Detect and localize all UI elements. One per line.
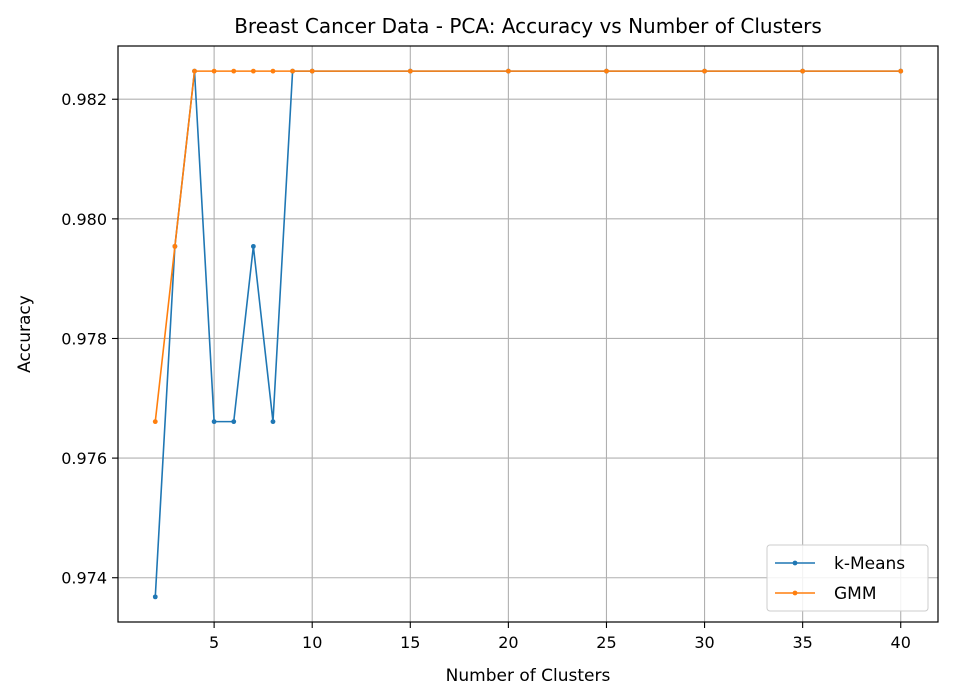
legend-label-gmm: GMM: [834, 584, 877, 604]
data-point-gmm: [192, 68, 197, 74]
y-tick-label: 0.982: [61, 90, 107, 109]
data-point-k-means: [250, 243, 256, 249]
data-point-gmm: [505, 68, 511, 74]
x-tick-label: 5: [209, 633, 219, 652]
data-point-gmm: [290, 68, 295, 74]
x-tick-label: 25: [596, 633, 616, 652]
data-point-gmm: [270, 68, 276, 74]
y-tick-label: 0.980: [61, 210, 107, 229]
data-point-k-means: [231, 419, 237, 425]
data-point-gmm: [898, 68, 904, 74]
data-point-gmm: [309, 68, 315, 74]
data-point-gmm: [407, 68, 413, 74]
y-tick-label: 0.974: [61, 569, 107, 588]
tick-layer: 5 10 15 20 25 30 35 40 0.974 0.976 0.978 0.980 0.982: [61, 90, 911, 652]
data-point-k-means: [270, 419, 276, 425]
x-tick-label: 30: [694, 633, 714, 652]
x-tick-label: 35: [792, 633, 812, 652]
plot-frame: [117, 45, 939, 623]
data-point-gmm: [231, 68, 237, 74]
x-tick-label: 15: [400, 633, 420, 652]
data-point-gmm: [211, 68, 217, 74]
legend-label-kmeans: k-Means: [834, 554, 905, 574]
data-point-gmm: [250, 68, 256, 74]
data-point-k-means: [152, 594, 158, 600]
legend: k-Means GMM: [766, 544, 929, 612]
data-point-k-means: [211, 419, 217, 425]
data-point-gmm: [604, 68, 609, 74]
y-tick-label: 0.976: [61, 449, 107, 468]
y-tick-label: 0.978: [61, 329, 107, 348]
data-point-gmm: [800, 68, 806, 74]
data-point-gmm: [702, 68, 707, 74]
grid-layer: [118, 46, 938, 622]
data-point-gmm: [152, 419, 158, 425]
legend-marker-kmeans: [792, 560, 798, 566]
legend-frame: [766, 544, 929, 612]
x-tick-label: 20: [498, 633, 518, 652]
chart-title: Breast Cancer Data - PCA: Accuracy vs Nu…: [234, 14, 822, 38]
data-point-gmm: [172, 243, 178, 249]
series-layer: [152, 68, 904, 600]
x-axis-title: Number of Clusters: [446, 666, 611, 686]
x-tick-label: 10: [302, 633, 322, 652]
legend-marker-gmm: [792, 590, 798, 596]
x-tick-label: 40: [891, 633, 911, 652]
y-axis-title: Accuracy: [15, 295, 35, 373]
